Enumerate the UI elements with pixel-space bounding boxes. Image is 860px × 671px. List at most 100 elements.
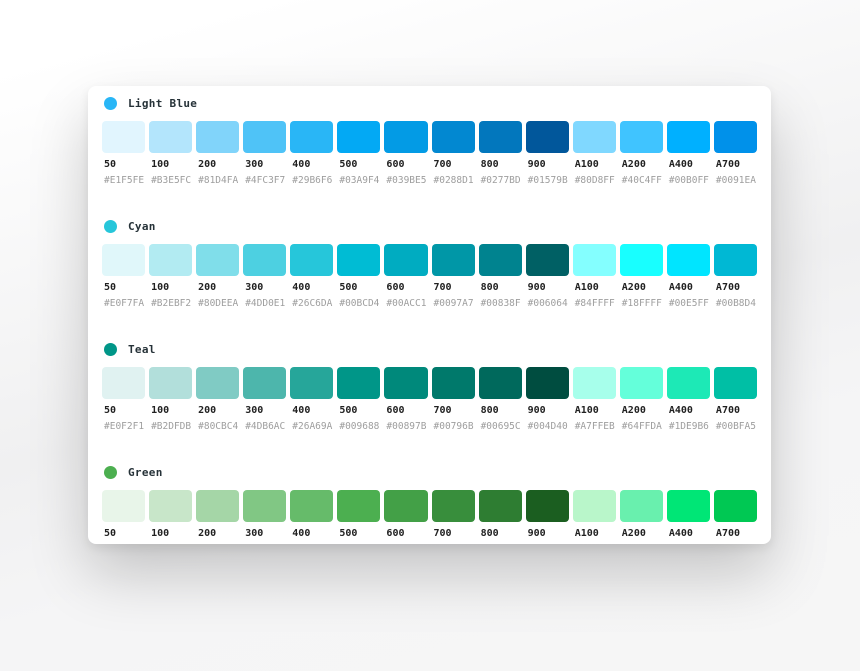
color-name: Light Blue bbox=[128, 96, 198, 110]
color-swatch-300[interactable] bbox=[243, 121, 287, 153]
shade-label: 300 bbox=[245, 405, 264, 416]
swatch-grid: 50 #E1F5FE 100 #B3E5FC 200 #81D4FA 300 #… bbox=[102, 121, 757, 187]
color-swatch-700[interactable] bbox=[431, 244, 475, 276]
color-swatch-100[interactable] bbox=[149, 490, 193, 522]
color-swatch-a700[interactable] bbox=[713, 121, 757, 153]
swatch-cell: 300 #4DD0E1 bbox=[243, 244, 287, 310]
color-swatch-800[interactable] bbox=[478, 244, 522, 276]
color-dot-icon bbox=[104, 465, 117, 479]
swatch-cell: 300 bbox=[243, 490, 287, 540]
shade-label: A400 bbox=[668, 528, 693, 539]
color-swatch-400[interactable] bbox=[290, 121, 334, 153]
color-swatch-a100[interactable] bbox=[572, 244, 616, 276]
shade-label: 100 bbox=[151, 405, 170, 416]
color-swatch-700[interactable] bbox=[431, 121, 475, 153]
shade-label: A700 bbox=[715, 282, 741, 293]
color-section-cyan: Cyan 50 #E0F7FA 100 #B2EBF2 200 #80DEEA … bbox=[102, 218, 757, 310]
shade-label: 100 bbox=[151, 528, 170, 539]
swatch-cell: 600 #00ACC1 bbox=[384, 244, 428, 310]
color-swatch-a200[interactable] bbox=[619, 490, 663, 522]
color-swatch-500[interactable] bbox=[337, 367, 381, 399]
color-swatch-300[interactable] bbox=[243, 490, 287, 522]
color-swatch-a700[interactable] bbox=[713, 244, 757, 276]
swatch-cell: 100 #B3E5FC bbox=[149, 121, 193, 187]
color-swatch-200[interactable] bbox=[196, 244, 240, 276]
shade-hex: #29B6F6 bbox=[292, 175, 333, 186]
color-swatch-50[interactable] bbox=[102, 121, 146, 153]
shade-label: 800 bbox=[480, 528, 499, 539]
color-swatch-a700[interactable] bbox=[713, 367, 757, 399]
color-swatch-900[interactable] bbox=[525, 244, 569, 276]
color-swatch-200[interactable] bbox=[196, 490, 240, 522]
color-swatch-800[interactable] bbox=[478, 367, 522, 399]
color-swatch-600[interactable] bbox=[384, 121, 428, 153]
shade-label: A700 bbox=[715, 405, 741, 416]
color-swatch-a400[interactable] bbox=[666, 490, 710, 522]
color-swatch-200[interactable] bbox=[196, 367, 240, 399]
shade-hex: #00897B bbox=[386, 421, 427, 432]
shade-hex: #80CBC4 bbox=[198, 421, 239, 432]
swatch-cell: A700 #0091EA bbox=[713, 121, 757, 187]
color-swatch-a200[interactable] bbox=[619, 244, 663, 276]
color-swatch-100[interactable] bbox=[149, 244, 193, 276]
swatch-grid: 50 #E0F7FA 100 #B2EBF2 200 #80DEEA 300 #… bbox=[102, 244, 757, 310]
color-swatch-900[interactable] bbox=[525, 121, 569, 153]
color-swatch-100[interactable] bbox=[149, 121, 193, 153]
shade-label: A100 bbox=[574, 405, 599, 416]
color-swatch-100[interactable] bbox=[149, 367, 193, 399]
color-swatch-800[interactable] bbox=[478, 490, 522, 522]
shade-hex: #E0F7FA bbox=[104, 298, 145, 309]
swatch-cell: A700 bbox=[713, 490, 757, 540]
color-swatch-300[interactable] bbox=[243, 367, 287, 399]
color-swatch-50[interactable] bbox=[102, 367, 146, 399]
shade-hex: #E0F2F1 bbox=[104, 421, 145, 432]
color-swatch-a400[interactable] bbox=[666, 367, 710, 399]
shade-hex: #B2EBF2 bbox=[151, 298, 192, 309]
swatch-cell: 500 bbox=[337, 490, 381, 540]
color-swatch-a700[interactable] bbox=[713, 490, 757, 522]
color-swatch-500[interactable] bbox=[337, 490, 381, 522]
color-swatch-300[interactable] bbox=[243, 244, 287, 276]
color-swatch-a200[interactable] bbox=[619, 367, 663, 399]
color-swatch-700[interactable] bbox=[431, 367, 475, 399]
color-swatch-a100[interactable] bbox=[572, 367, 616, 399]
color-swatch-500[interactable] bbox=[337, 121, 381, 153]
color-name: Green bbox=[128, 465, 163, 479]
color-swatch-a100[interactable] bbox=[572, 121, 616, 153]
color-swatch-400[interactable] bbox=[290, 490, 334, 522]
shade-hex: #00BCD4 bbox=[339, 298, 380, 309]
shade-hex: #0288D1 bbox=[433, 175, 474, 186]
swatch-cell: A200 #40C4FF bbox=[619, 121, 663, 187]
color-swatch-600[interactable] bbox=[384, 244, 428, 276]
swatch-cell: 100 #B2DFDB bbox=[149, 367, 193, 433]
shade-hex: #00ACC1 bbox=[386, 298, 427, 309]
shade-hex: #00E5FF bbox=[668, 298, 709, 309]
swatch-cell: 200 #81D4FA bbox=[196, 121, 240, 187]
color-swatch-400[interactable] bbox=[290, 367, 334, 399]
color-swatch-600[interactable] bbox=[384, 490, 428, 522]
color-swatch-900[interactable] bbox=[525, 490, 569, 522]
shade-hex: #B2DFDB bbox=[151, 421, 192, 432]
shade-label: 800 bbox=[480, 282, 499, 293]
swatch-cell: A100 #80D8FF bbox=[572, 121, 616, 187]
color-swatch-50[interactable] bbox=[102, 490, 146, 522]
shade-label: A100 bbox=[574, 528, 599, 539]
color-swatch-a200[interactable] bbox=[619, 121, 663, 153]
shade-hex: #0277BD bbox=[480, 175, 521, 186]
color-swatch-a400[interactable] bbox=[666, 121, 710, 153]
color-swatch-50[interactable] bbox=[102, 244, 146, 276]
color-swatch-800[interactable] bbox=[478, 121, 522, 153]
color-swatch-700[interactable] bbox=[431, 490, 475, 522]
swatch-cell: 400 #26C6DA bbox=[290, 244, 334, 310]
section-header: Cyan bbox=[104, 218, 757, 234]
shade-label: 50 bbox=[104, 159, 117, 170]
color-swatch-900[interactable] bbox=[525, 367, 569, 399]
color-swatch-a100[interactable] bbox=[572, 490, 616, 522]
color-swatch-200[interactable] bbox=[196, 121, 240, 153]
swatch-cell: 100 #B2EBF2 bbox=[149, 244, 193, 310]
color-swatch-600[interactable] bbox=[384, 367, 428, 399]
color-swatch-a400[interactable] bbox=[666, 244, 710, 276]
color-swatch-400[interactable] bbox=[290, 244, 334, 276]
color-swatch-500[interactable] bbox=[337, 244, 381, 276]
shade-hex: #B3E5FC bbox=[151, 175, 192, 186]
